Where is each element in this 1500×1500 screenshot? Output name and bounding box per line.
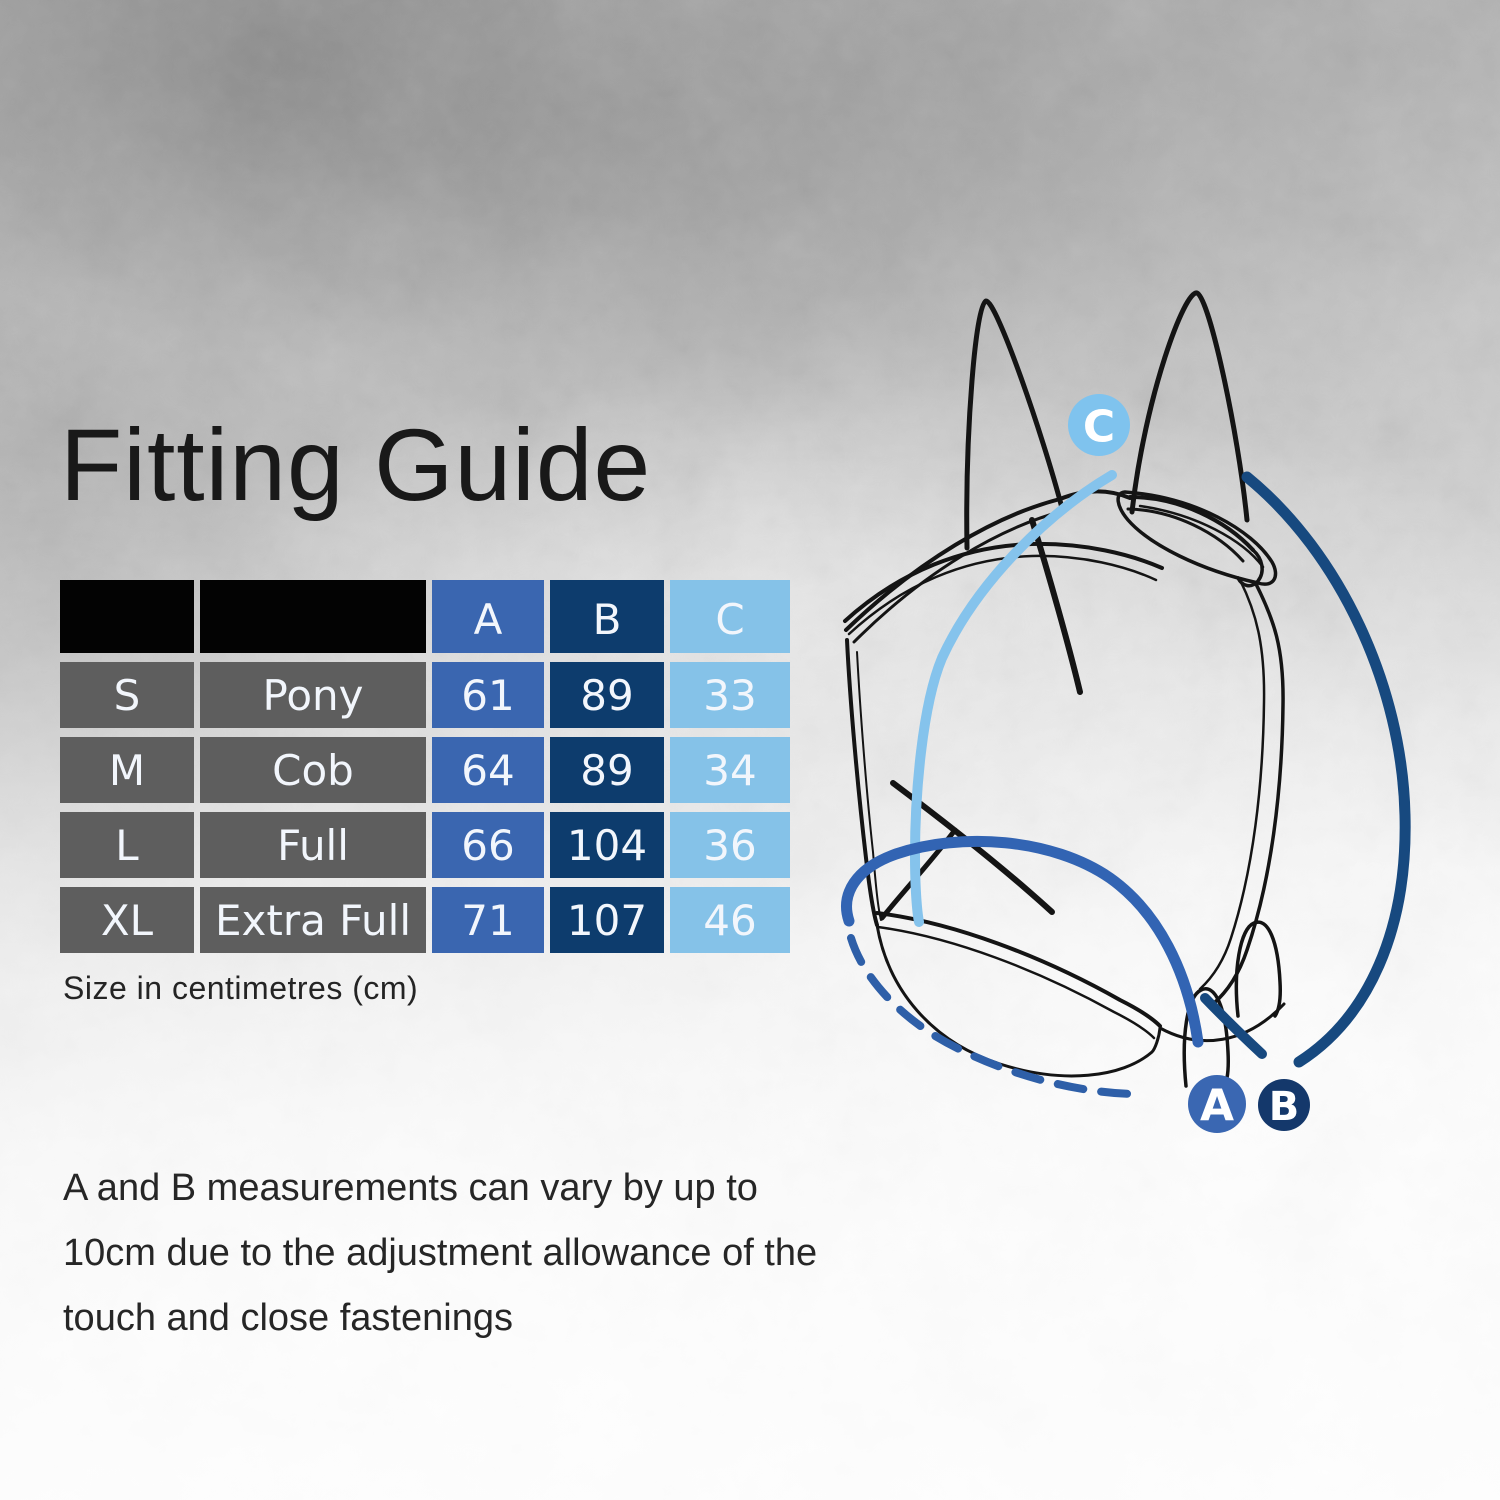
measurement-arrows [841,470,1411,1098]
table-cell-a: 61 [432,662,544,728]
crown-band-outer-line [844,497,1062,632]
measure-c-arrow [910,470,1117,927]
nose-band-outer-line [875,911,1162,1028]
table-row-name: Extra Full [200,887,426,953]
badge-a-label: A [1200,1081,1234,1132]
measurement-badges: C A B [1068,394,1310,1133]
table-caption: Size in centimetres (cm) [63,970,419,1006]
table-row-size: L [60,812,194,878]
table-row-size: XL [60,887,194,953]
fastener-tab-line [1182,987,1230,1091]
eye-seam-line [1116,490,1278,586]
measure-a-loop-arrow [841,835,1204,1048]
measure-b-short-arrow [1200,993,1267,1059]
band-right-inner-line [1126,507,1245,563]
note-line: A and B measurements can vary by up to [63,1167,758,1209]
left-face-inner-line [856,651,882,921]
badge-c-circle [1068,394,1130,456]
measure-b-curve-arrow [1241,471,1411,1068]
table-header-blank-name [200,580,426,653]
badge-b-circle [1258,1079,1310,1131]
table-cell-b: 89 [550,737,664,803]
table-cell-a: 71 [432,887,544,953]
table-row-name: Pony [200,662,426,728]
browband-outer-line [843,541,1164,623]
table-cell-a: 66 [432,812,544,878]
table-row-name: Full [200,812,426,878]
browband-inner-line [847,554,1158,636]
band-right-outer-line [1128,495,1255,552]
fly-mask-diagram: C A B [841,290,1411,1133]
table-cell-b: 89 [550,662,664,728]
table-row-size: M [60,737,194,803]
fastener-tab-line [1234,920,1282,1018]
table-row-size: S [60,662,194,728]
table-cell-c: 34 [670,737,790,803]
left-ear-line [964,298,1065,551]
table-header-blank-size [60,580,194,653]
cheek-strap-inner-line [1198,578,1266,991]
note-line: 10cm due to the adjustment allowance of … [63,1232,818,1274]
table-cell-c: 33 [670,662,790,728]
poll-band-line [1058,489,1132,501]
forelock-slit-line [1029,517,1083,695]
table-cell-a: 64 [432,737,544,803]
right-ear-line [1129,290,1250,523]
jaw-line [1158,1002,1286,1043]
fly-mask-outline [843,290,1286,1091]
badge-a-circle [1188,1075,1246,1133]
nose-band-inner-line [876,925,1156,1040]
table-header-c: C [670,580,790,653]
table-row-name: Cob [200,737,426,803]
table-header-a: A [432,580,544,653]
note-line: touch and close fastenings [63,1297,513,1339]
table-cell-c: 36 [670,812,790,878]
table-cell-b: 104 [550,812,664,878]
table-cell-c: 46 [670,887,790,953]
eye-seam-inner-line [1138,504,1265,569]
table-cell-b: 107 [550,887,664,953]
measure-b-dashed-arrow [847,934,1136,1098]
muzzle-bottom-line [875,923,1162,1078]
badge-c-label: C [1083,402,1115,453]
note-text: A and B measurements can vary by up to 1… [63,1156,817,1351]
table-header-b: B [550,580,664,653]
page-title: Fitting Guide [60,408,652,522]
size-table: A B C S Pony 61 89 33 M Cob 64 89 34 L F… [60,580,790,953]
badge-b-label: B [1269,1084,1300,1130]
left-face-outer-line [845,638,879,927]
